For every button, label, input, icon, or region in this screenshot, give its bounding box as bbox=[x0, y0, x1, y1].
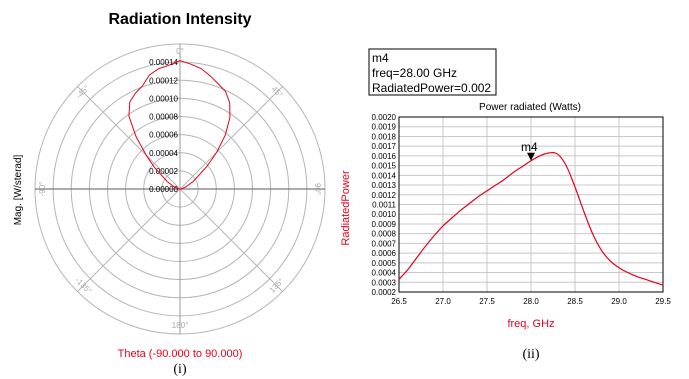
polar-angle-tick-label: 0° bbox=[176, 47, 184, 56]
polar-series-curve bbox=[128, 60, 231, 190]
polar-grid-spoke bbox=[77, 86, 181, 190]
polar-radial-tick-label: 0.00002 bbox=[149, 167, 178, 176]
line-y-tick-label: 0.0006 bbox=[372, 249, 397, 258]
polar-chart-title: Radiation Intensity bbox=[108, 11, 251, 28]
polar-angle-tick-label: -90° bbox=[38, 182, 47, 197]
line-y-axis-label: RadiatedPower bbox=[340, 170, 352, 246]
marker-m4-label: m4 bbox=[521, 140, 538, 154]
line-y-tick-label: 0.0008 bbox=[372, 230, 397, 239]
line-y-tick-label: 0.0016 bbox=[372, 152, 397, 161]
line-y-tick-label: 0.0005 bbox=[372, 259, 397, 268]
marker-readout-line-1: m4 bbox=[372, 51, 389, 65]
line-x-tick-label: 29.0 bbox=[611, 297, 627, 306]
polar-angle-tick-label: 90° bbox=[313, 183, 322, 195]
line-y-tick-label: 0.0019 bbox=[372, 123, 397, 132]
marker-readout-box bbox=[368, 48, 497, 96]
polar-grid-spoke bbox=[179, 188, 283, 292]
line-y-tick-label: 0.0007 bbox=[372, 239, 397, 248]
polar-radial-axis-label: Mag. [W/sterad] bbox=[13, 154, 24, 225]
marker-m4-triangle bbox=[527, 152, 535, 161]
line-x-tick-label: 28.0 bbox=[523, 297, 539, 306]
line-x-tick-label: 28.5 bbox=[567, 297, 583, 306]
polar-radial-tick-label: 0.00014 bbox=[149, 58, 178, 67]
line-plot-frame bbox=[398, 116, 664, 293]
line-y-tick-label: 0.0004 bbox=[372, 269, 397, 278]
line-x-tick-labels: 26.5 27.0 27.5 28.0 28.5 29.0 29.5 bbox=[391, 297, 671, 306]
line-y-tick-label: 0.0020 bbox=[372, 113, 397, 122]
polar-grid bbox=[34, 43, 326, 335]
polar-radial-tick-label: 0.00004 bbox=[149, 149, 178, 158]
polar-radial-tick-label: 0.00010 bbox=[149, 94, 178, 103]
polar-radial-tick-label: 0.00012 bbox=[149, 76, 178, 85]
line-x-tick-label: 26.5 bbox=[391, 297, 407, 306]
line-y-tick-label: 0.0013 bbox=[372, 181, 397, 190]
polar-radial-tick-label: 0.00006 bbox=[149, 131, 178, 140]
line-caption: (ii) bbox=[522, 347, 539, 362]
polar-radial-ticks: 0.00000 0.00002 0.00004 0.00006 0.00008 0.000… bbox=[149, 58, 178, 194]
line-y-tick-label: 0.0010 bbox=[372, 210, 397, 219]
line-x-tick-label: 27.5 bbox=[479, 297, 495, 306]
line-y-tick-label: 0.0018 bbox=[372, 132, 397, 141]
line-y-tick-labels: 0.00020.00030.00040.00050.00060.00070.00… bbox=[372, 113, 397, 297]
line-y-tick-label: 0.0003 bbox=[372, 278, 397, 287]
line-y-tick-label: 0.0015 bbox=[372, 162, 397, 171]
line-x-tick-label: 29.5 bbox=[655, 297, 671, 306]
polar-chart: Radiation Intensity 0°45°90°135°180°-135… bbox=[13, 11, 326, 377]
line-y-tick-label: 0.0011 bbox=[372, 201, 396, 210]
polar-angle-axis-label: Theta (-90.000 to 90.000) bbox=[118, 348, 243, 360]
polar-radial-tick-label: 0.00000 bbox=[149, 185, 178, 194]
line-y-tick-label: 0.0009 bbox=[372, 220, 397, 229]
polar-grid-spoke bbox=[77, 188, 181, 292]
line-y-tick-label: 0.0012 bbox=[372, 191, 397, 200]
line-y-tick-label: 0.0014 bbox=[372, 171, 397, 180]
marker-readout-line-3: RadiatedPower=0.002 bbox=[372, 81, 491, 95]
line-x-tick-label: 27.0 bbox=[435, 297, 451, 306]
polar-grid-spoke bbox=[179, 86, 283, 190]
line-x-axis-label: freq, GHz bbox=[507, 318, 554, 330]
polar-radial-tick-label: 0.00008 bbox=[149, 113, 178, 122]
polar-angle-tick-label: 180° bbox=[172, 321, 189, 330]
line-y-tick-label: 0.0002 bbox=[372, 288, 397, 297]
polar-caption: (i) bbox=[173, 362, 187, 377]
line-y-tick-label: 0.0017 bbox=[372, 142, 397, 151]
marker-readout-line-2: freq=28.00 GHz bbox=[372, 66, 457, 80]
line-chart: m4 freq=28.00 GHz RadiatedPower=0.002 Po… bbox=[340, 48, 671, 362]
line-chart-title: Power radiated (Watts) bbox=[479, 102, 581, 113]
